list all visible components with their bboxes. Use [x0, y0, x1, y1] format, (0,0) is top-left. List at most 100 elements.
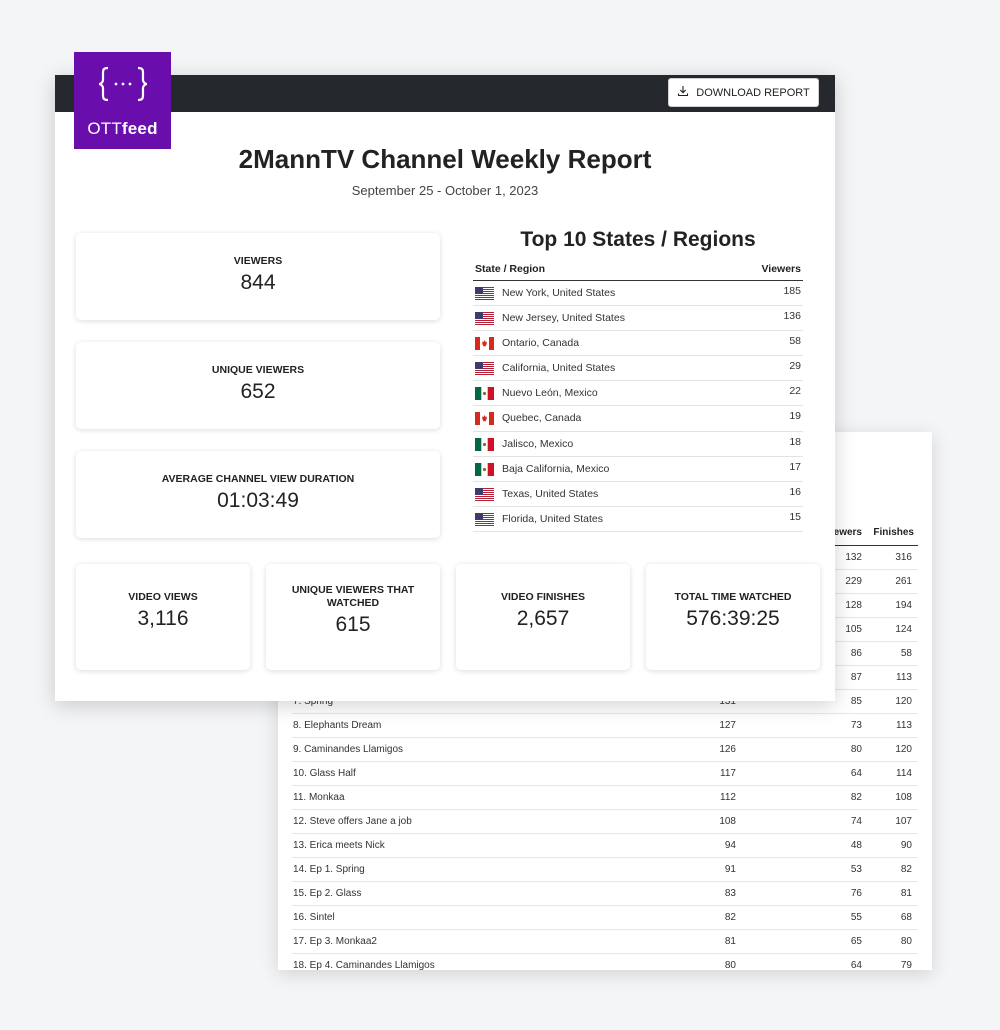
video-finishes: 80: [900, 936, 912, 947]
video-viewers: 55: [850, 912, 862, 923]
download-report-label: DOWNLOAD REPORT: [696, 86, 810, 99]
region-name: Texas, United States: [502, 487, 599, 500]
region-name: Ontario, Canada: [502, 337, 580, 350]
col-finishes-header: Finishes: [873, 527, 914, 538]
video-title: 8. Elephants Dream: [293, 720, 382, 731]
video-row: 12. Steve offers Jane a job 108 74 107: [292, 810, 918, 834]
video-title: 16. Sintel: [293, 912, 335, 923]
region-name: Nuevo León, Mexico: [502, 387, 598, 400]
video-finishes: 114: [896, 768, 912, 779]
video-viewers: 64: [850, 768, 862, 779]
kpi-label: VIDEO FINISHES: [500, 591, 585, 603]
region-viewers: 22: [789, 385, 801, 398]
region-viewers: 18: [789, 435, 801, 448]
video-title: 12. Steve offers Jane a job: [293, 816, 412, 827]
video-title: 9. Caminandes Llamigos: [293, 744, 404, 755]
video-views: 91: [724, 864, 736, 875]
channel-report-card: DOWNLOAD REPORT 2MannTV Channel Weekly R…: [55, 75, 835, 701]
video-row: 16. Sintel 82 55 68: [292, 906, 918, 930]
region-name: Baja California, Mexico: [502, 462, 610, 475]
kpi-label: AVERAGE CHANNEL VIEW DURATION: [161, 473, 355, 485]
video-viewers: 82: [850, 792, 862, 803]
video-title: 13. Erica meets Nick: [293, 840, 385, 851]
region-row: Jalisco, Mexico 18: [473, 432, 803, 457]
video-views: 126: [719, 744, 736, 755]
region-row: New Jersey, United States 136: [473, 306, 803, 332]
kpi-unique-viewers-watched: UNIQUE VIEWERS THAT WATCHED 615: [266, 564, 440, 670]
video-finishes: 81: [900, 888, 912, 899]
video-finishes: 113: [896, 720, 912, 731]
kpi-label: VIDEO VIEWS: [128, 591, 198, 603]
kpi-value: 2,657: [516, 607, 570, 630]
region-row: California, United States 29: [473, 356, 803, 382]
video-finishes: 194: [895, 600, 912, 611]
kpi-value: 01:03:49: [217, 489, 299, 512]
region-row: Ontario, Canada 58: [473, 331, 803, 357]
mx-flag-icon: [475, 462, 494, 476]
us-flag-icon: [475, 487, 494, 501]
report-date-range: September 25 - October 1, 2023: [351, 183, 539, 198]
video-row: 14. Ep 1. Spring 91 53 82: [292, 858, 918, 882]
kpi-label: UNIQUE VIEWERS THAT WATCHED: [291, 584, 415, 609]
video-finishes: 120: [895, 744, 912, 755]
us-flag-icon: [475, 287, 494, 300]
region-name: New Jersey, United States: [502, 312, 625, 325]
kpi-value: 615: [335, 613, 371, 636]
us-flag-icon: [475, 312, 494, 326]
video-viewers: 64: [850, 960, 862, 970]
video-viewers: 73: [850, 720, 862, 731]
video-finishes: 316: [895, 552, 912, 563]
video-viewers: 132: [845, 552, 862, 563]
region-viewers: 17: [789, 460, 801, 473]
region-name: Quebec, Canada: [502, 412, 582, 425]
region-name: California, United States: [502, 362, 616, 375]
video-finishes: 82: [900, 864, 912, 875]
ottfeed-logo: OTTfeed: [74, 52, 171, 149]
region-name: Jalisco, Mexico: [502, 437, 574, 450]
video-views: 83: [724, 888, 736, 899]
video-row: 10. Glass Half 117 64 114: [292, 762, 918, 786]
kpi-value: 652: [240, 380, 276, 403]
video-viewers: 53: [850, 864, 862, 875]
kpi-label: TOTAL TIME WATCHED: [674, 591, 792, 603]
video-views: 117: [720, 768, 736, 779]
video-finishes: 108: [895, 792, 912, 803]
region-name: New York, United States: [502, 287, 616, 299]
mx-flag-icon: [475, 387, 494, 401]
video-row: 8. Elephants Dream 127 73 113: [292, 714, 918, 738]
us-flag-icon: [475, 512, 494, 526]
download-report-button[interactable]: DOWNLOAD REPORT: [668, 78, 819, 107]
video-viewers: 229: [845, 576, 862, 587]
video-row: 11. Monkaa 112 82 108: [292, 786, 918, 810]
region-viewers: 16: [789, 485, 801, 498]
col-viewers-header: Viewers: [824, 527, 862, 538]
video-views: 112: [720, 792, 736, 803]
video-viewers: 105: [845, 624, 862, 635]
ca-flag-icon: [475, 337, 494, 351]
video-viewers: 65: [850, 936, 862, 947]
region-row: Quebec, Canada 19: [473, 406, 803, 432]
region-row: Florida, United States 15: [473, 507, 803, 532]
region-name: Florida, United States: [502, 512, 603, 525]
region-row: Nuevo León, Mexico 22: [473, 381, 803, 407]
region-viewers: 58: [789, 335, 801, 348]
video-title: 10. Glass Half: [293, 768, 356, 779]
video-finishes: 79: [900, 960, 912, 970]
region-viewers: 19: [789, 410, 801, 423]
regions-table-body: New York, United States 185 New Jersey, Un…: [473, 281, 803, 532]
video-views: 108: [719, 816, 736, 827]
video-views: 131: [719, 696, 736, 707]
region-row: Texas, United States 16: [473, 482, 803, 507]
regions-table-header: State / Region Viewers: [473, 261, 803, 281]
video-viewers: 87: [850, 672, 862, 683]
video-finishes: 107: [895, 816, 912, 827]
video-viewers: 74: [850, 816, 862, 827]
ca-flag-icon: [475, 412, 494, 426]
video-finishes: 120: [895, 696, 912, 707]
kpi-value: 3,116: [137, 607, 189, 630]
region-viewers: 29: [789, 360, 801, 373]
video-title: 15. Ep 2. Glass: [293, 888, 362, 899]
region-row: Baja California, Mexico 17: [473, 457, 803, 482]
video-title: 18. Ep 4. Caminandes Llamigos: [293, 960, 435, 970]
video-finishes: 90: [900, 840, 912, 851]
